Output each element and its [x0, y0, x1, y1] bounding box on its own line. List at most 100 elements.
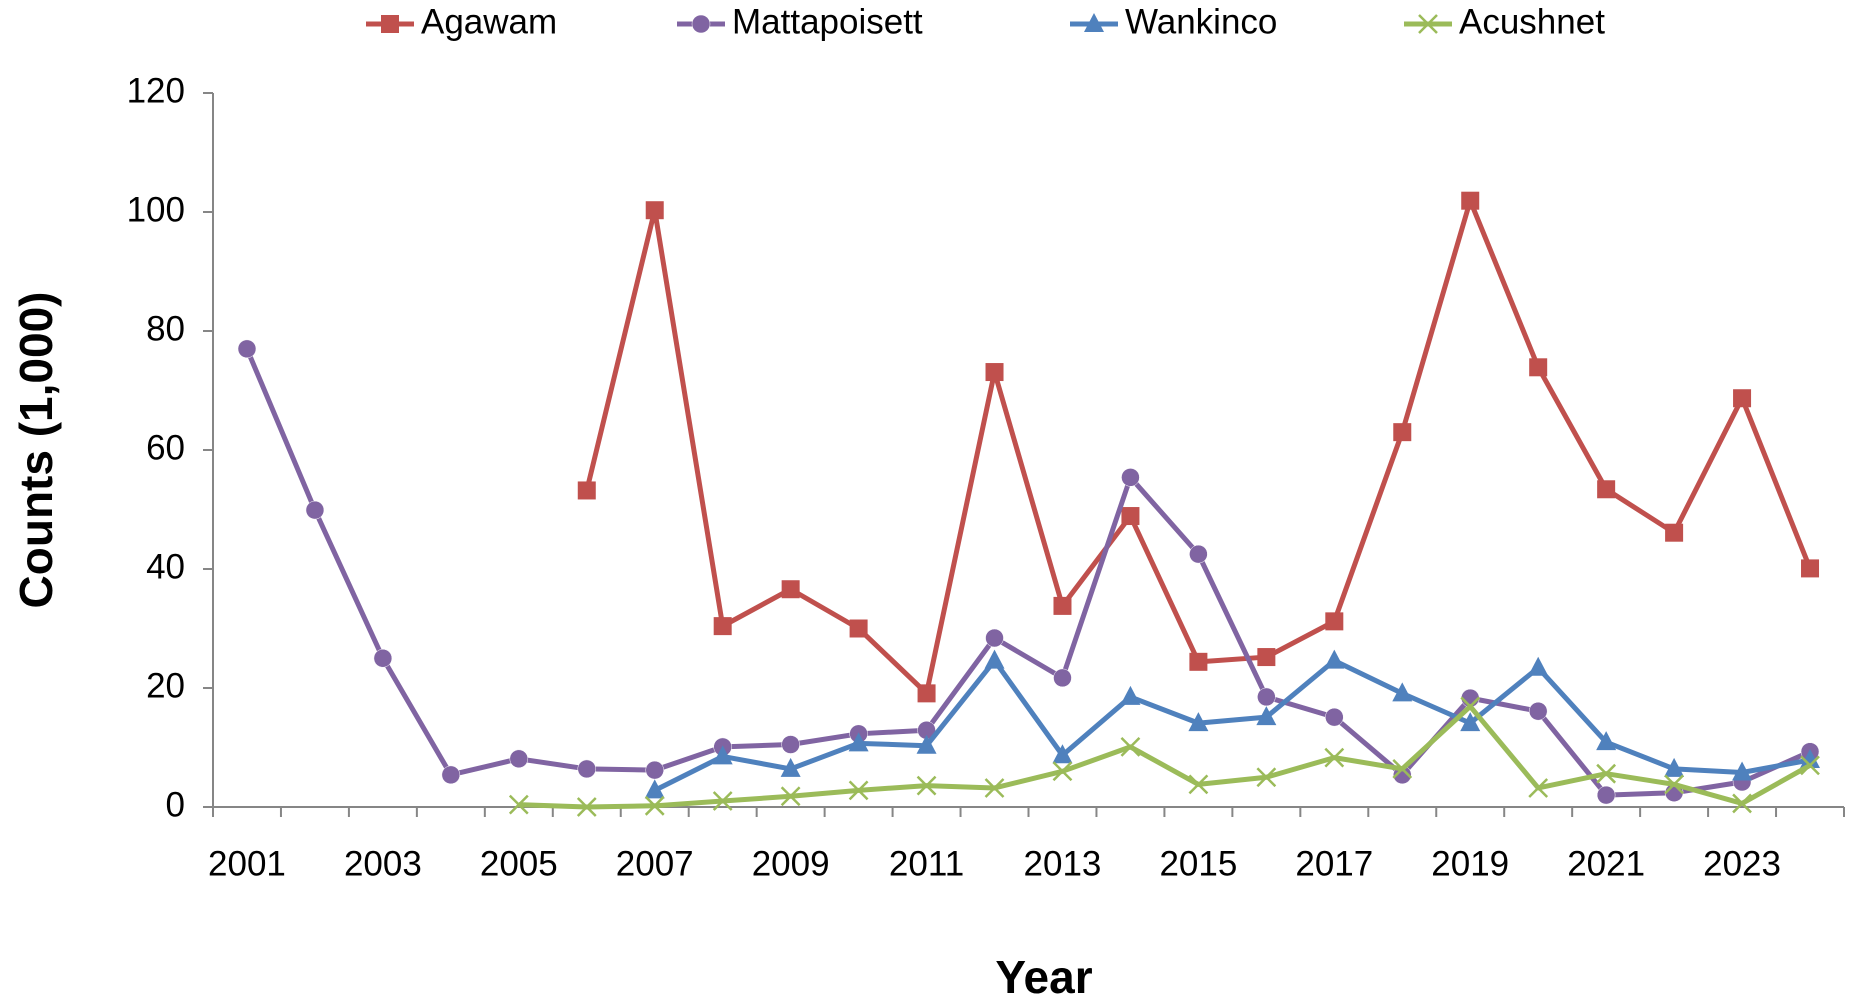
data-point: [1596, 785, 1616, 805]
data-point: [781, 580, 800, 599]
legend-label: Acushnet: [1459, 2, 1605, 41]
data-point: [848, 780, 869, 801]
legend-label: Wankinco: [1125, 2, 1277, 41]
data-point: [1664, 757, 1685, 777]
y-tick-label: 0: [166, 785, 185, 824]
data-point: [1665, 523, 1684, 542]
data-point: [576, 797, 597, 817]
x-tick-label: 2013: [1024, 844, 1102, 883]
data-point: [984, 649, 1005, 669]
y-tick-label: 60: [146, 428, 185, 467]
data-point: [1597, 480, 1616, 499]
data-point: [1460, 712, 1481, 732]
data-point: [644, 795, 665, 816]
legend-marker: [691, 14, 711, 34]
data-point: [1324, 649, 1345, 669]
data-point: [1801, 559, 1820, 578]
y-tick-label: 20: [146, 666, 185, 705]
data-point: [645, 201, 664, 220]
data-point: [373, 649, 393, 668]
legend-label: Agawam: [421, 2, 557, 41]
data-point: [1257, 687, 1276, 707]
data-point: [1189, 544, 1208, 564]
y-tick-label: 80: [146, 309, 185, 348]
y-tick-label: 120: [127, 71, 185, 110]
data-point: [916, 775, 937, 796]
data-point: [577, 481, 596, 500]
x-tick-label: 2009: [752, 844, 830, 883]
data-point: [712, 745, 733, 765]
data-point: [1461, 191, 1480, 210]
data-point: [1732, 761, 1753, 781]
data-point: [985, 628, 1004, 648]
series-line: [244, 347, 1812, 798]
data-point: [849, 619, 868, 638]
data-point: [780, 757, 801, 777]
data-point: [1121, 507, 1140, 526]
data-point: [1392, 682, 1413, 702]
data-point: [1189, 652, 1208, 671]
x-tick-label: 2005: [480, 844, 558, 883]
x-tick-label: 2023: [1703, 844, 1781, 883]
x-tick-label: 2017: [1295, 844, 1373, 883]
data-point: [917, 684, 936, 703]
data-point: [1596, 731, 1617, 751]
x-tick-label: 2011: [889, 844, 964, 883]
series-line: [518, 703, 1812, 810]
data-point: [1528, 701, 1548, 721]
data-point: [644, 779, 665, 799]
data-point: [1529, 358, 1548, 377]
data-point: [1188, 774, 1209, 795]
data-point: [1733, 389, 1752, 408]
data-point: [1528, 656, 1549, 676]
data-point: [1596, 763, 1617, 784]
data-point: [1188, 712, 1209, 732]
data-point: [1460, 696, 1481, 717]
data-point: [441, 765, 461, 785]
data-point: [1800, 755, 1820, 776]
data-point: [1053, 596, 1072, 615]
data-point: [1528, 778, 1549, 798]
y-tick-label: 100: [127, 190, 185, 229]
legend-label: Mattapoisett: [732, 2, 923, 41]
x-tick-label: 2021: [1567, 844, 1645, 883]
data-point: [848, 732, 869, 752]
y-axis-title: Counts (1,000): [10, 292, 62, 609]
data-point: [1052, 744, 1073, 764]
data-point: [1325, 612, 1344, 631]
data-point: [1732, 793, 1752, 814]
x-tick-label: 2015: [1159, 844, 1237, 883]
data-point: [1393, 423, 1412, 442]
data-point: [237, 339, 257, 359]
legend-marker: [1418, 14, 1438, 34]
data-point: [645, 760, 664, 780]
data-point: [1800, 748, 1821, 768]
x-tick-label: 2001: [208, 844, 286, 883]
data-point: [916, 734, 937, 754]
data-point: [1052, 761, 1073, 782]
data-point: [712, 791, 733, 811]
data-point: [713, 617, 732, 636]
data-point: [1325, 707, 1344, 727]
series-line: [653, 658, 1811, 793]
data-point: [1256, 767, 1277, 788]
x-tick-label: 2003: [344, 844, 422, 883]
data-point: [985, 363, 1004, 382]
data-point: [509, 749, 529, 769]
data-point: [1120, 685, 1141, 705]
data-point: [1121, 468, 1140, 487]
y-tick-label: 40: [146, 547, 185, 586]
data-point: [1256, 706, 1277, 726]
data-point: [1392, 759, 1413, 779]
data-point: [1120, 737, 1141, 757]
x-tick-label: 2007: [616, 844, 694, 883]
data-point: [1324, 747, 1345, 768]
series-line: [584, 198, 1813, 696]
data-point: [1257, 648, 1276, 667]
data-point: [508, 794, 529, 815]
data-point: [984, 778, 1005, 798]
x-tick-label: 2019: [1431, 844, 1509, 883]
x-axis-title: Year: [995, 951, 1092, 1003]
data-point: [1664, 774, 1684, 795]
